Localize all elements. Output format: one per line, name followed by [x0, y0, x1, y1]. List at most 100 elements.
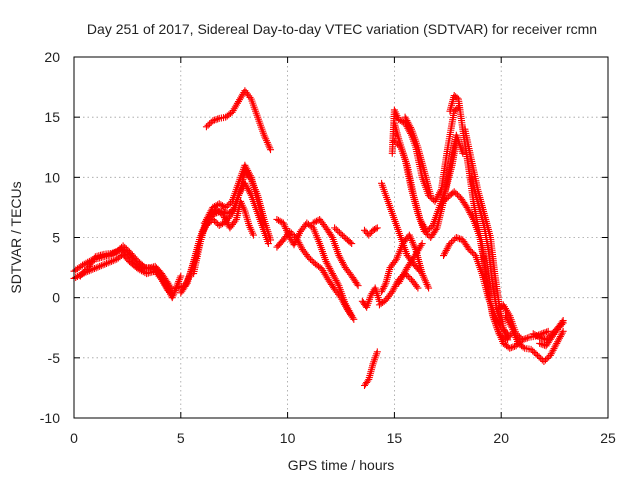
data-point — [456, 235, 464, 243]
series-arc-14 — [358, 284, 383, 311]
x-tick-label: 0 — [70, 430, 78, 446]
data-point — [407, 123, 415, 131]
data-point — [99, 261, 107, 269]
data-point — [426, 224, 434, 232]
data-point — [348, 240, 356, 248]
data-point — [354, 282, 362, 290]
data-point — [532, 350, 540, 358]
data-point — [380, 283, 388, 291]
data-point — [206, 120, 214, 128]
series-arc-15 — [360, 348, 381, 390]
data-point — [94, 263, 102, 271]
data-point — [110, 248, 118, 256]
data-point — [373, 348, 381, 356]
data-point — [379, 284, 387, 292]
data-point — [177, 272, 185, 280]
series-arc-6 — [190, 161, 268, 278]
data-point — [541, 329, 549, 337]
data-point — [520, 335, 528, 343]
series-arc-32 — [536, 319, 567, 350]
series-arc-22 — [390, 137, 460, 235]
data-point — [267, 146, 275, 154]
data-point — [202, 123, 210, 131]
data-point — [91, 265, 99, 273]
data-point — [558, 329, 566, 337]
data-point — [522, 335, 530, 343]
data-point — [222, 203, 230, 211]
data-point — [392, 139, 400, 147]
data-point — [452, 189, 460, 197]
chart-title: Day 251 of 2017, Sidereal Day-to-day VTE… — [87, 21, 597, 37]
axis-ticks: 0 5 10 15 20 25 -10 -5 0 5 10 15 20 — [40, 49, 616, 446]
data-point — [465, 246, 473, 254]
data-point — [498, 333, 506, 341]
data-point — [543, 328, 551, 336]
data-point — [534, 351, 542, 359]
x-tick-label: 25 — [600, 430, 616, 446]
data-point — [97, 262, 105, 270]
data-point — [337, 230, 345, 238]
data-point — [364, 377, 372, 385]
data-point — [390, 137, 398, 145]
data-point — [204, 121, 212, 129]
data-point — [226, 199, 234, 207]
data-point — [519, 336, 527, 344]
data-point — [506, 344, 514, 352]
data-point — [374, 293, 382, 301]
data-point — [535, 353, 543, 361]
data-point — [106, 258, 114, 266]
data-point — [536, 333, 544, 341]
data-point — [446, 240, 454, 248]
x-tick-label: 20 — [493, 430, 509, 446]
data-point — [537, 334, 545, 342]
data-point — [432, 225, 440, 233]
data-point — [441, 196, 449, 204]
data-point — [112, 248, 120, 256]
data-point — [543, 354, 551, 362]
x-axis-label: GPS time / hours — [288, 457, 395, 473]
data-point — [108, 257, 116, 265]
data-point — [335, 228, 343, 236]
x-tick-label: 15 — [387, 430, 403, 446]
series-arc-10 — [273, 227, 358, 323]
grid-lines — [74, 57, 608, 418]
data-point — [523, 334, 531, 342]
series-arc-13 — [360, 224, 381, 239]
data-point — [212, 218, 220, 226]
data-point — [414, 284, 422, 292]
data-point — [495, 330, 503, 338]
data-point — [350, 315, 358, 323]
data-point — [276, 217, 284, 225]
series-arc-3 — [76, 246, 185, 302]
data-point — [246, 172, 254, 180]
data-point — [394, 140, 402, 148]
data-point — [425, 284, 433, 292]
data-point — [216, 209, 224, 217]
data-point — [378, 286, 386, 294]
data-point — [391, 257, 399, 265]
data-point — [227, 211, 235, 219]
data-point — [537, 340, 545, 348]
data-point — [418, 240, 426, 248]
data-point — [304, 252, 312, 260]
data-point — [353, 280, 361, 288]
data-point — [424, 226, 432, 234]
data-point — [467, 247, 475, 255]
y-tick-label: 20 — [44, 49, 60, 65]
y-tick-label: 10 — [44, 169, 60, 185]
data-point — [205, 212, 213, 220]
series-arc-21 — [390, 119, 467, 241]
data-point — [559, 327, 567, 335]
data-point — [440, 197, 448, 205]
data-point — [92, 264, 100, 272]
data-point — [416, 267, 424, 275]
y-tick-label: -10 — [40, 410, 60, 426]
data-point — [334, 227, 342, 235]
data-point — [527, 345, 535, 353]
data-point — [559, 319, 567, 327]
data-point — [108, 249, 116, 257]
data-point — [507, 322, 515, 330]
series-arc-23 — [401, 113, 435, 199]
data-point — [537, 354, 545, 362]
